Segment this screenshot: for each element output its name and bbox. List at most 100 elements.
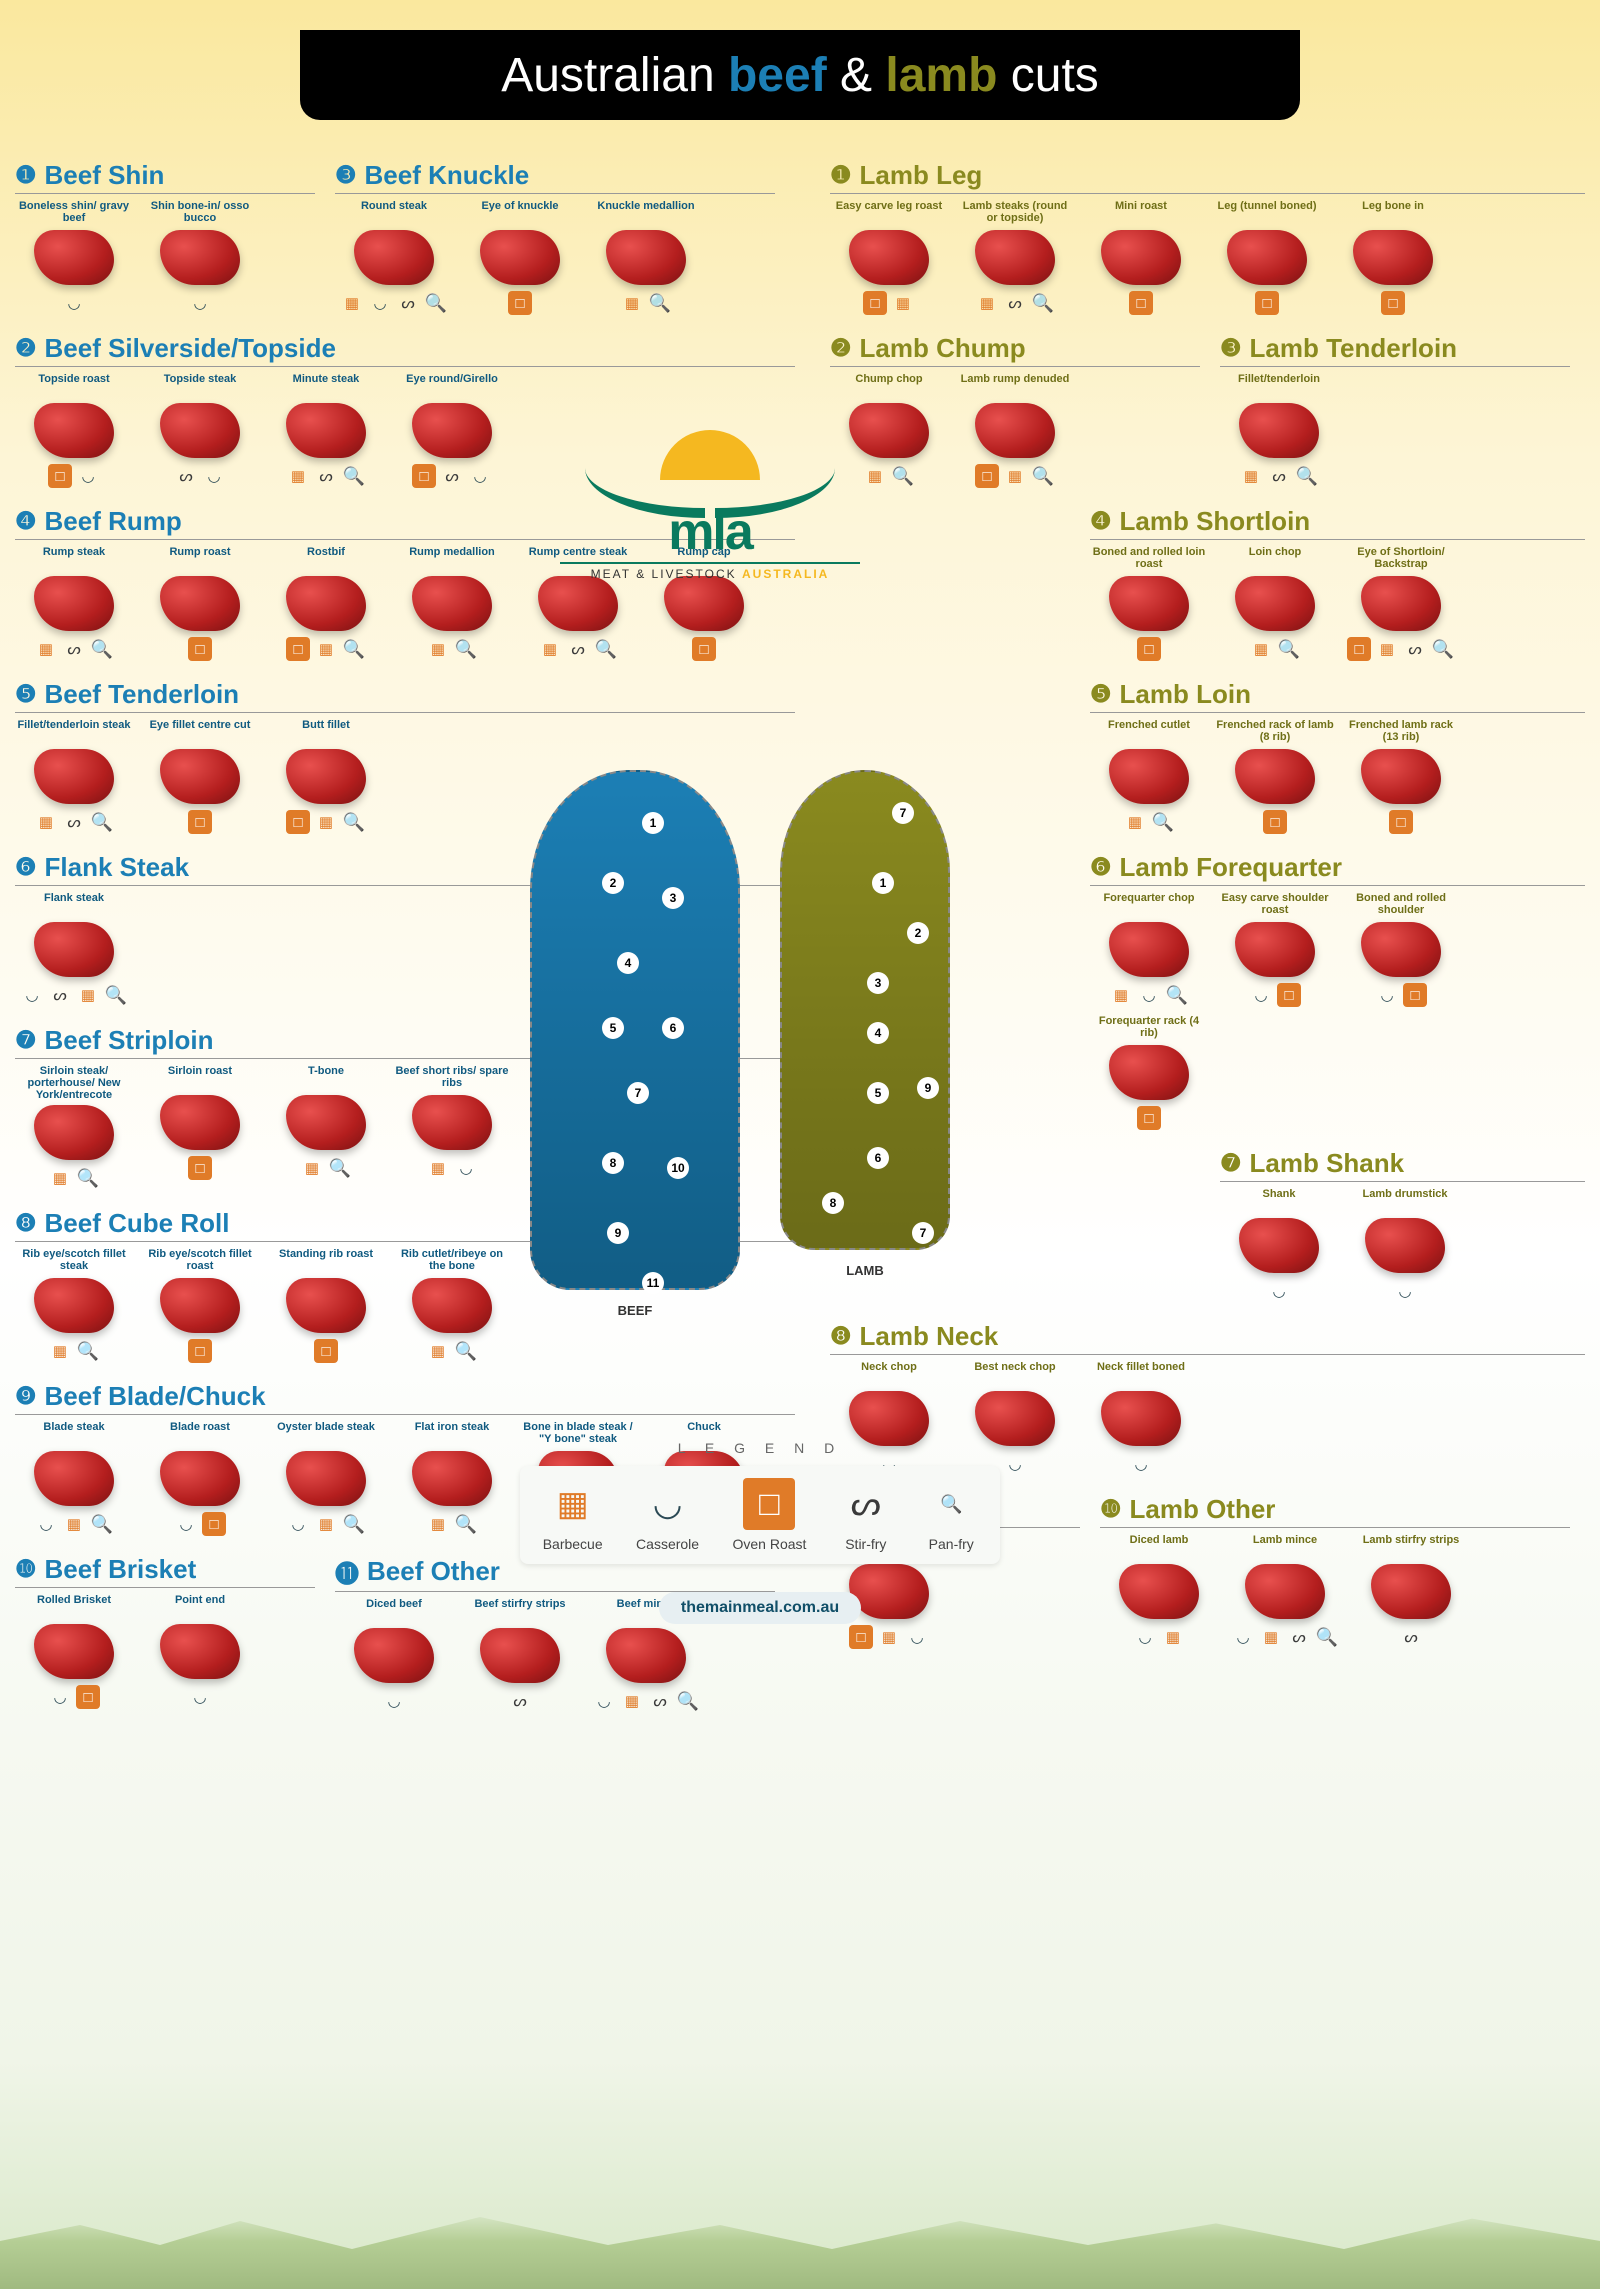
cook-icons	[300, 1156, 352, 1180]
section-items: Easy carve leg roastLamb steaks (round o…	[830, 200, 1585, 315]
title-post: cuts	[997, 49, 1098, 102]
cut-item: Topside steak	[141, 373, 259, 488]
section-title: Beef Knuckle	[365, 160, 530, 191]
legend-item-ovenroast: Oven Roast	[732, 1478, 806, 1552]
cut-label: Shin bone-in/ osso bucco	[141, 200, 259, 226]
meat-image	[34, 1624, 114, 1679]
cut-label: Butt fillet	[302, 719, 350, 745]
cut-item: Blade roast	[141, 1421, 259, 1536]
swoosh-icon	[585, 468, 835, 498]
section-header: ❹Lamb Shortloin	[1090, 506, 1585, 540]
cut-item: Oyster blade steak	[267, 1421, 385, 1536]
cook-icons	[692, 637, 716, 661]
cook-icons	[1249, 983, 1301, 1007]
cut-label: Neck fillet boned	[1097, 1361, 1185, 1387]
meat-image	[1361, 576, 1441, 631]
barbecue-icon	[1123, 810, 1147, 834]
cook-icons	[1267, 1279, 1291, 1303]
cut-item: Rolled Brisket	[15, 1594, 133, 1709]
cut-label: Blade roast	[170, 1421, 230, 1447]
meat-image	[1119, 1564, 1199, 1619]
section-items: Fillet/tenderloin	[1220, 373, 1570, 488]
section-items: Chump chopLamb rump denuded	[830, 373, 1200, 488]
barbecue-icon	[62, 1512, 86, 1536]
cut-label: Boneless shin/ gravy beef	[15, 200, 133, 226]
cut-item: Round steak	[335, 200, 453, 315]
cut-label: Eye round/Girello	[406, 373, 498, 399]
cut-item: Rump steak	[15, 546, 133, 661]
cut-label: Rump roast	[169, 546, 230, 572]
cut-label: Frenched rack of lamb (8 rib)	[1216, 719, 1334, 745]
lamb-region-7: 7	[912, 1222, 934, 1244]
barbecue-icon	[620, 1689, 644, 1713]
cut-label: Rib cutlet/ribeye on the bone	[393, 1248, 511, 1274]
section-header: ❿Lamb Other	[1100, 1494, 1570, 1528]
cut-item: Leg bone in	[1334, 200, 1452, 315]
cook-icons	[1399, 1625, 1423, 1649]
beef-region-2: 2	[602, 872, 624, 894]
section: ❿Beef BrisketRolled BrisketPoint end	[15, 1554, 315, 1713]
ovenroast-icon	[743, 1478, 795, 1530]
lamb-region-1: 1	[872, 872, 894, 894]
meat-image	[286, 1278, 366, 1333]
lamb-region-4: 4	[867, 1022, 889, 1044]
casserole-icon	[1375, 983, 1399, 1007]
cut-item: Diced beef	[335, 1598, 453, 1713]
lamb-region-7: 7	[892, 802, 914, 824]
meat-image	[412, 1095, 492, 1150]
panfry-icon	[90, 637, 114, 661]
title-bar: Australian beef & lamb cuts	[300, 30, 1300, 120]
cut-item: Standing rib roast	[267, 1248, 385, 1363]
cut-item: T-bone	[267, 1065, 385, 1190]
cook-icons	[538, 637, 618, 661]
cook-icons	[1123, 810, 1175, 834]
cook-icons	[174, 1512, 226, 1536]
casserole-icon	[1003, 1452, 1027, 1476]
cut-label: Lamb drumstick	[1363, 1188, 1448, 1214]
cut-label: Lamb mince	[1253, 1534, 1317, 1560]
section-header: ❿Beef Brisket	[15, 1554, 315, 1588]
cook-icons	[48, 1166, 100, 1190]
cut-label: Topside roast	[38, 373, 109, 399]
cook-icons	[188, 637, 212, 661]
ovenroast-icon	[975, 464, 999, 488]
site-url: themainmeal.com.au	[520, 1592, 1000, 1624]
cook-icons	[48, 1685, 100, 1709]
cut-item: Frenched lamb rack (13 rib)	[1342, 719, 1460, 834]
ovenroast-icon	[188, 810, 212, 834]
section-items: Boned and rolled loin roastLoin chopEye …	[1090, 546, 1585, 661]
legend-label: Casserole	[636, 1536, 699, 1552]
section-items: Forequarter chopEasy carve shoulder roas…	[1090, 892, 1585, 1130]
cut-label: Forequarter chop	[1103, 892, 1194, 918]
lamb-region-3: 3	[867, 972, 889, 994]
cut-label: Forequarter rack (4 rib)	[1090, 1015, 1208, 1041]
meat-image	[34, 230, 114, 285]
meat-image	[160, 576, 240, 631]
meat-image	[34, 403, 114, 458]
meat-image	[286, 403, 366, 458]
cut-label: Fillet/tenderloin	[1238, 373, 1320, 399]
meat-image	[975, 403, 1055, 458]
section-title: Lamb Forequarter	[1120, 852, 1343, 883]
panfry-icon	[328, 1156, 352, 1180]
legend-row: BarbecueCasseroleOven RoastStir-fryPan-f…	[520, 1466, 1000, 1564]
section: ❷Lamb ChumpChump chopLamb rump denuded	[830, 333, 1200, 488]
barbecue-icon	[426, 1512, 450, 1536]
beef-region-1: 1	[642, 812, 664, 834]
meat-image	[34, 1105, 114, 1160]
cook-icons	[975, 464, 1055, 488]
meat-image	[1353, 230, 1433, 285]
meat-image	[1361, 922, 1441, 977]
barbecue-icon	[426, 1156, 450, 1180]
casserole-icon	[286, 1512, 310, 1536]
meat-image	[1239, 1218, 1319, 1273]
lamb-region-6: 6	[867, 1147, 889, 1169]
ovenroast-icon	[1137, 1106, 1161, 1130]
barbecue-icon	[1109, 983, 1133, 1007]
cut-item: Loin chop	[1216, 546, 1334, 661]
logo-tagline: MEAT & LIVESTOCK AUSTRALIA	[560, 562, 860, 581]
panfry-icon	[342, 637, 366, 661]
ovenroast-icon	[1137, 637, 1161, 661]
casserole-icon	[1129, 1452, 1153, 1476]
cook-icons	[188, 1339, 212, 1363]
